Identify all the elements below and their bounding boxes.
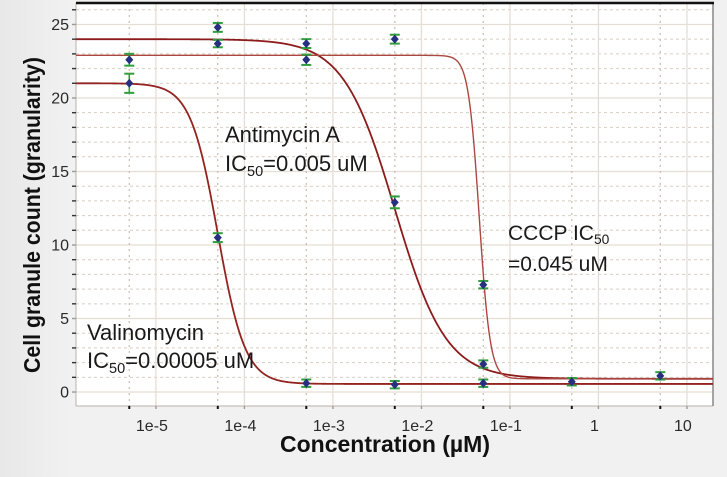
data-point <box>389 33 400 45</box>
data-point <box>301 38 312 50</box>
x-tick-label: 1e-3 <box>313 418 345 435</box>
y-tick-label: 0 <box>60 385 69 402</box>
y-tick-label: 20 <box>51 90 69 107</box>
annotation-text: =0.005 uM <box>263 151 368 176</box>
annotation-text: Antimycin A <box>225 122 340 147</box>
data-point <box>389 195 400 210</box>
fit-curve-cccp <box>76 54 713 380</box>
annotation-line-1: Valinomycin <box>87 319 254 347</box>
y-tick-label: 10 <box>51 238 69 255</box>
x-tick-label: 10 <box>674 418 692 435</box>
annotation-subscript: 50 <box>593 231 610 248</box>
annotation-subscript: 50 <box>247 163 264 180</box>
x-tick-label: 1e-1 <box>490 418 522 435</box>
annotation-line-2: IC50=0.00005 uM <box>87 347 254 378</box>
x-tick-labels: 1e-5 1e-4 1e-3 1e-2 1e-1 1 10 <box>136 418 692 435</box>
annotation-text: =0.00005 uM <box>125 348 255 373</box>
diamond-marker-icon <box>302 39 311 49</box>
x-tick-label: 1e-2 <box>401 418 433 435</box>
data-point <box>478 378 489 388</box>
annotation-line-1: CCCP IC50 <box>508 219 609 250</box>
x-tick-label: 1e-4 <box>224 418 256 435</box>
annotation-text: Valinomycin <box>87 320 204 345</box>
data-point <box>301 53 312 66</box>
cccp-annotation: CCCP IC50 =0.045 uM <box>508 219 609 280</box>
diamond-marker-icon <box>390 34 399 44</box>
data-point <box>212 38 223 49</box>
valinomycin-annotation: Valinomycin IC50=0.00005 uM <box>87 319 254 378</box>
annotation-line-2: =0.045 uM <box>508 250 609 280</box>
axis-ticks <box>72 9 688 409</box>
y-tick-label: 5 <box>60 311 69 328</box>
diamond-marker-icon <box>390 197 399 207</box>
annotation-text: IC <box>87 348 109 373</box>
data-point <box>478 279 489 290</box>
annotation-text: =0.045 uM <box>508 253 608 276</box>
diamond-marker-icon <box>656 371 665 381</box>
data-points <box>124 21 666 390</box>
gridlines <box>76 3 713 406</box>
diamond-marker-icon <box>479 359 488 369</box>
data-point <box>655 371 666 381</box>
diamond-marker-icon <box>125 78 134 88</box>
y-tick-label: 15 <box>51 164 69 181</box>
antimycin-a-annotation: Antimycin A IC50=0.005 uM <box>225 120 368 182</box>
annotation-line-2: IC50=0.005 uM <box>225 149 368 182</box>
diamond-marker-icon <box>567 377 576 387</box>
data-point <box>301 378 312 388</box>
data-point <box>478 359 489 369</box>
diamond-marker-icon <box>479 280 488 290</box>
diamond-marker-icon <box>479 378 488 388</box>
data-point <box>124 72 135 94</box>
annotation-line-1: Antimycin A <box>225 120 368 149</box>
annotation-subscript: 50 <box>109 360 126 377</box>
y-tick-label: 25 <box>51 17 69 34</box>
y-axis-label: Cell granule count (granularity) <box>19 57 45 373</box>
diamond-marker-icon <box>125 55 134 65</box>
x-tick-label: 1 <box>590 418 599 435</box>
data-point <box>389 379 400 390</box>
diamond-marker-icon <box>390 380 399 390</box>
data-point <box>212 232 223 244</box>
x-axis-label: Concentration (µM) <box>280 431 490 457</box>
diamond-marker-icon <box>302 55 311 65</box>
x-tick-label: 1e-5 <box>136 418 168 435</box>
diamond-marker-icon <box>213 39 222 49</box>
diamond-marker-icon <box>302 378 311 388</box>
data-point <box>124 52 135 67</box>
y-tick-labels: 0 5 10 15 20 25 <box>51 17 69 402</box>
data-point <box>566 377 577 387</box>
annotation-text: IC <box>225 151 247 176</box>
diamond-marker-icon <box>213 22 222 32</box>
annotation-text: CCCP IC <box>508 222 594 245</box>
data-point <box>212 21 223 33</box>
diamond-marker-icon <box>213 233 222 243</box>
